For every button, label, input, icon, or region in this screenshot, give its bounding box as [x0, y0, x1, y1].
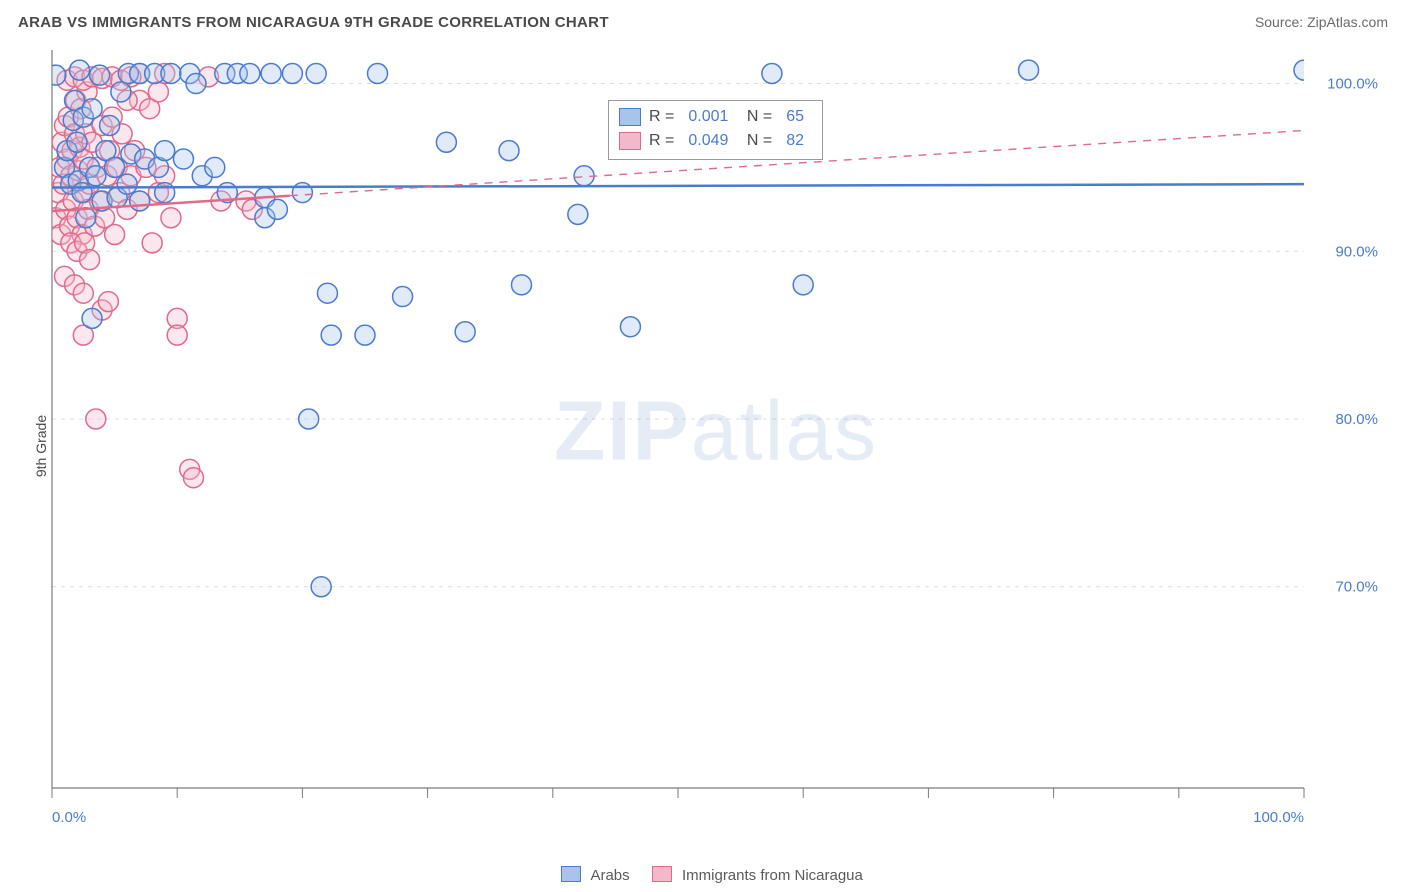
svg-text:100.0%: 100.0% [1327, 76, 1378, 93]
r-value-pink: 0.049 [682, 129, 734, 153]
r-label: R = [649, 129, 674, 153]
r-value-blue: 0.001 [682, 105, 734, 129]
svg-text:90.0%: 90.0% [1335, 243, 1378, 260]
n-value-blue: 65 [780, 105, 810, 129]
plot-area: 70.0%80.0%90.0%100.0%0.0%100.0% ZIPatlas… [46, 44, 1386, 834]
r-label: R = [649, 105, 674, 129]
swatch-pink [619, 132, 641, 150]
n-label: N = [742, 105, 772, 129]
source-name: ZipAtlas.com [1307, 14, 1388, 30]
n-value-pink: 82 [780, 129, 810, 153]
chart-source: Source: ZipAtlas.com [1255, 14, 1388, 30]
stat-row-pink: R = 0.049 N = 82 [619, 129, 810, 153]
svg-text:70.0%: 70.0% [1335, 579, 1378, 596]
source-prefix: Source: [1255, 14, 1307, 30]
legend-swatch-pink [652, 866, 672, 882]
swatch-blue [619, 108, 641, 126]
n-label: N = [742, 129, 772, 153]
correlation-stats-box: R = 0.001 N = 65 R = 0.049 N = 82 [608, 100, 823, 160]
svg-text:0.0%: 0.0% [52, 809, 86, 826]
legend-swatch-blue [561, 866, 581, 882]
legend-label-pink: Immigrants from Nicaragua [682, 867, 863, 884]
svg-text:80.0%: 80.0% [1335, 411, 1378, 428]
legend-label-blue: Arabs [590, 867, 629, 884]
chart-header: ARAB VS IMMIGRANTS FROM NICARAGUA 9TH GR… [0, 0, 1406, 44]
legend-bottom: Arabs Immigrants from Nicaragua [0, 866, 1406, 884]
stat-row-blue: R = 0.001 N = 65 [619, 105, 810, 129]
svg-text:100.0%: 100.0% [1253, 809, 1304, 826]
chart-title: ARAB VS IMMIGRANTS FROM NICARAGUA 9TH GR… [18, 14, 609, 31]
scatter-chart: 70.0% 80.0% 90.0% 100.0% 0.0% 100.0% [46, 44, 1386, 834]
